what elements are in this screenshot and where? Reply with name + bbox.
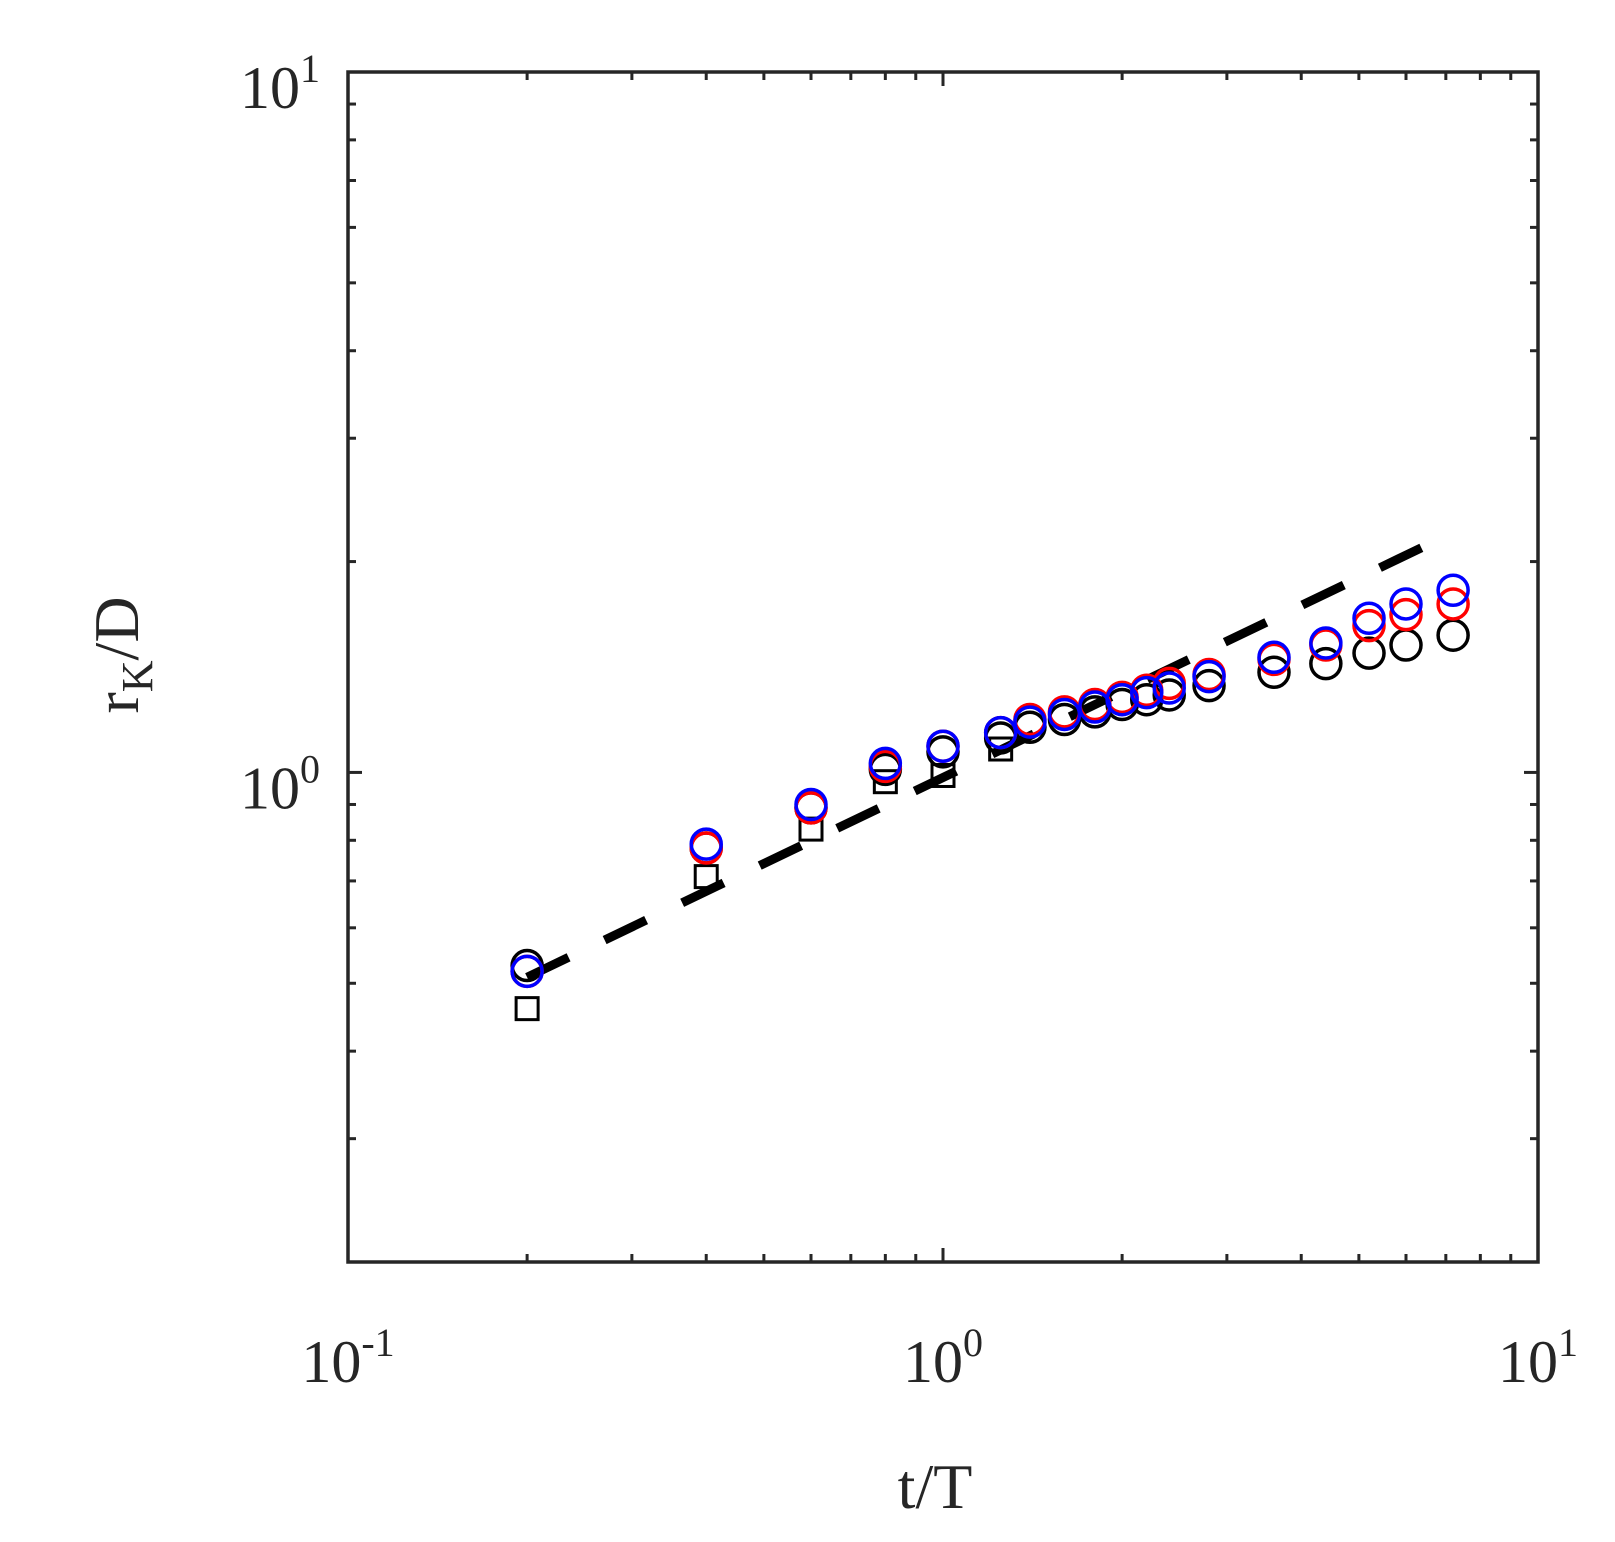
data-point-circle: [1129, 675, 1164, 710]
data-point-circle: [1257, 655, 1291, 690]
y-axis-label-sub: K: [113, 660, 162, 692]
data-point-circle: [983, 715, 1018, 750]
y-axis-label-main: r: [81, 692, 152, 713]
x-tick-label: 10-1: [301, 1320, 394, 1395]
data-point-circle: [1352, 601, 1386, 636]
x-tick-label-base: 10: [903, 1329, 963, 1395]
x-tick-label-base: 10: [301, 1329, 361, 1395]
y-axis-label-rest: /D: [81, 596, 152, 660]
x-axis-label: t/T: [898, 1451, 973, 1522]
y-tick-label: 101: [240, 46, 320, 121]
y-axis-label: rK/D: [81, 596, 162, 713]
data-point-square: [514, 996, 540, 1022]
x-tick-label-exponent: 1: [1558, 1320, 1578, 1365]
data-point-circle: [1389, 597, 1423, 632]
data-point-circle: [1105, 682, 1139, 717]
y-tick-label: 100: [240, 746, 320, 821]
data-point-circle: [1192, 668, 1226, 703]
data-point-square: [693, 864, 719, 890]
data-point-circle: [1309, 646, 1343, 681]
data-point-circle: [1436, 573, 1470, 608]
data-point-circle: [510, 954, 544, 989]
y-tick-label-exponent: 1: [300, 46, 320, 91]
data-point-circle: [689, 827, 723, 861]
y-tick-label-exponent: 0: [300, 746, 320, 791]
y-tick-label-base: 10: [240, 55, 300, 121]
data-point-circle: [1309, 626, 1343, 660]
plot-area: [510, 528, 1470, 1022]
data-point-circle: [1436, 587, 1470, 621]
data-point-circle: [1352, 636, 1386, 670]
data-point-circle: [1152, 671, 1186, 705]
x-tick-label: 101: [1498, 1320, 1578, 1395]
data-point-circle: [1389, 587, 1423, 621]
data-point-circle: [794, 787, 828, 822]
data-point-circle: [1257, 640, 1291, 675]
data-point-circle: [1013, 705, 1047, 739]
x-tick-label-exponent: -1: [361, 1320, 394, 1365]
data-point-circle: [1047, 697, 1082, 732]
x-tick-label-exponent: 0: [963, 1320, 983, 1365]
x-tick-label: 100: [903, 1320, 983, 1395]
data-point-square: [930, 762, 956, 788]
axes-frame: [346, 70, 1540, 1264]
data-point-circle: [868, 746, 903, 781]
x-tick-label-base: 10: [1498, 1329, 1558, 1395]
data-point-circle: [1192, 659, 1226, 694]
data-point-circle: [926, 729, 960, 763]
y-tick-label-base: 10: [240, 755, 300, 821]
